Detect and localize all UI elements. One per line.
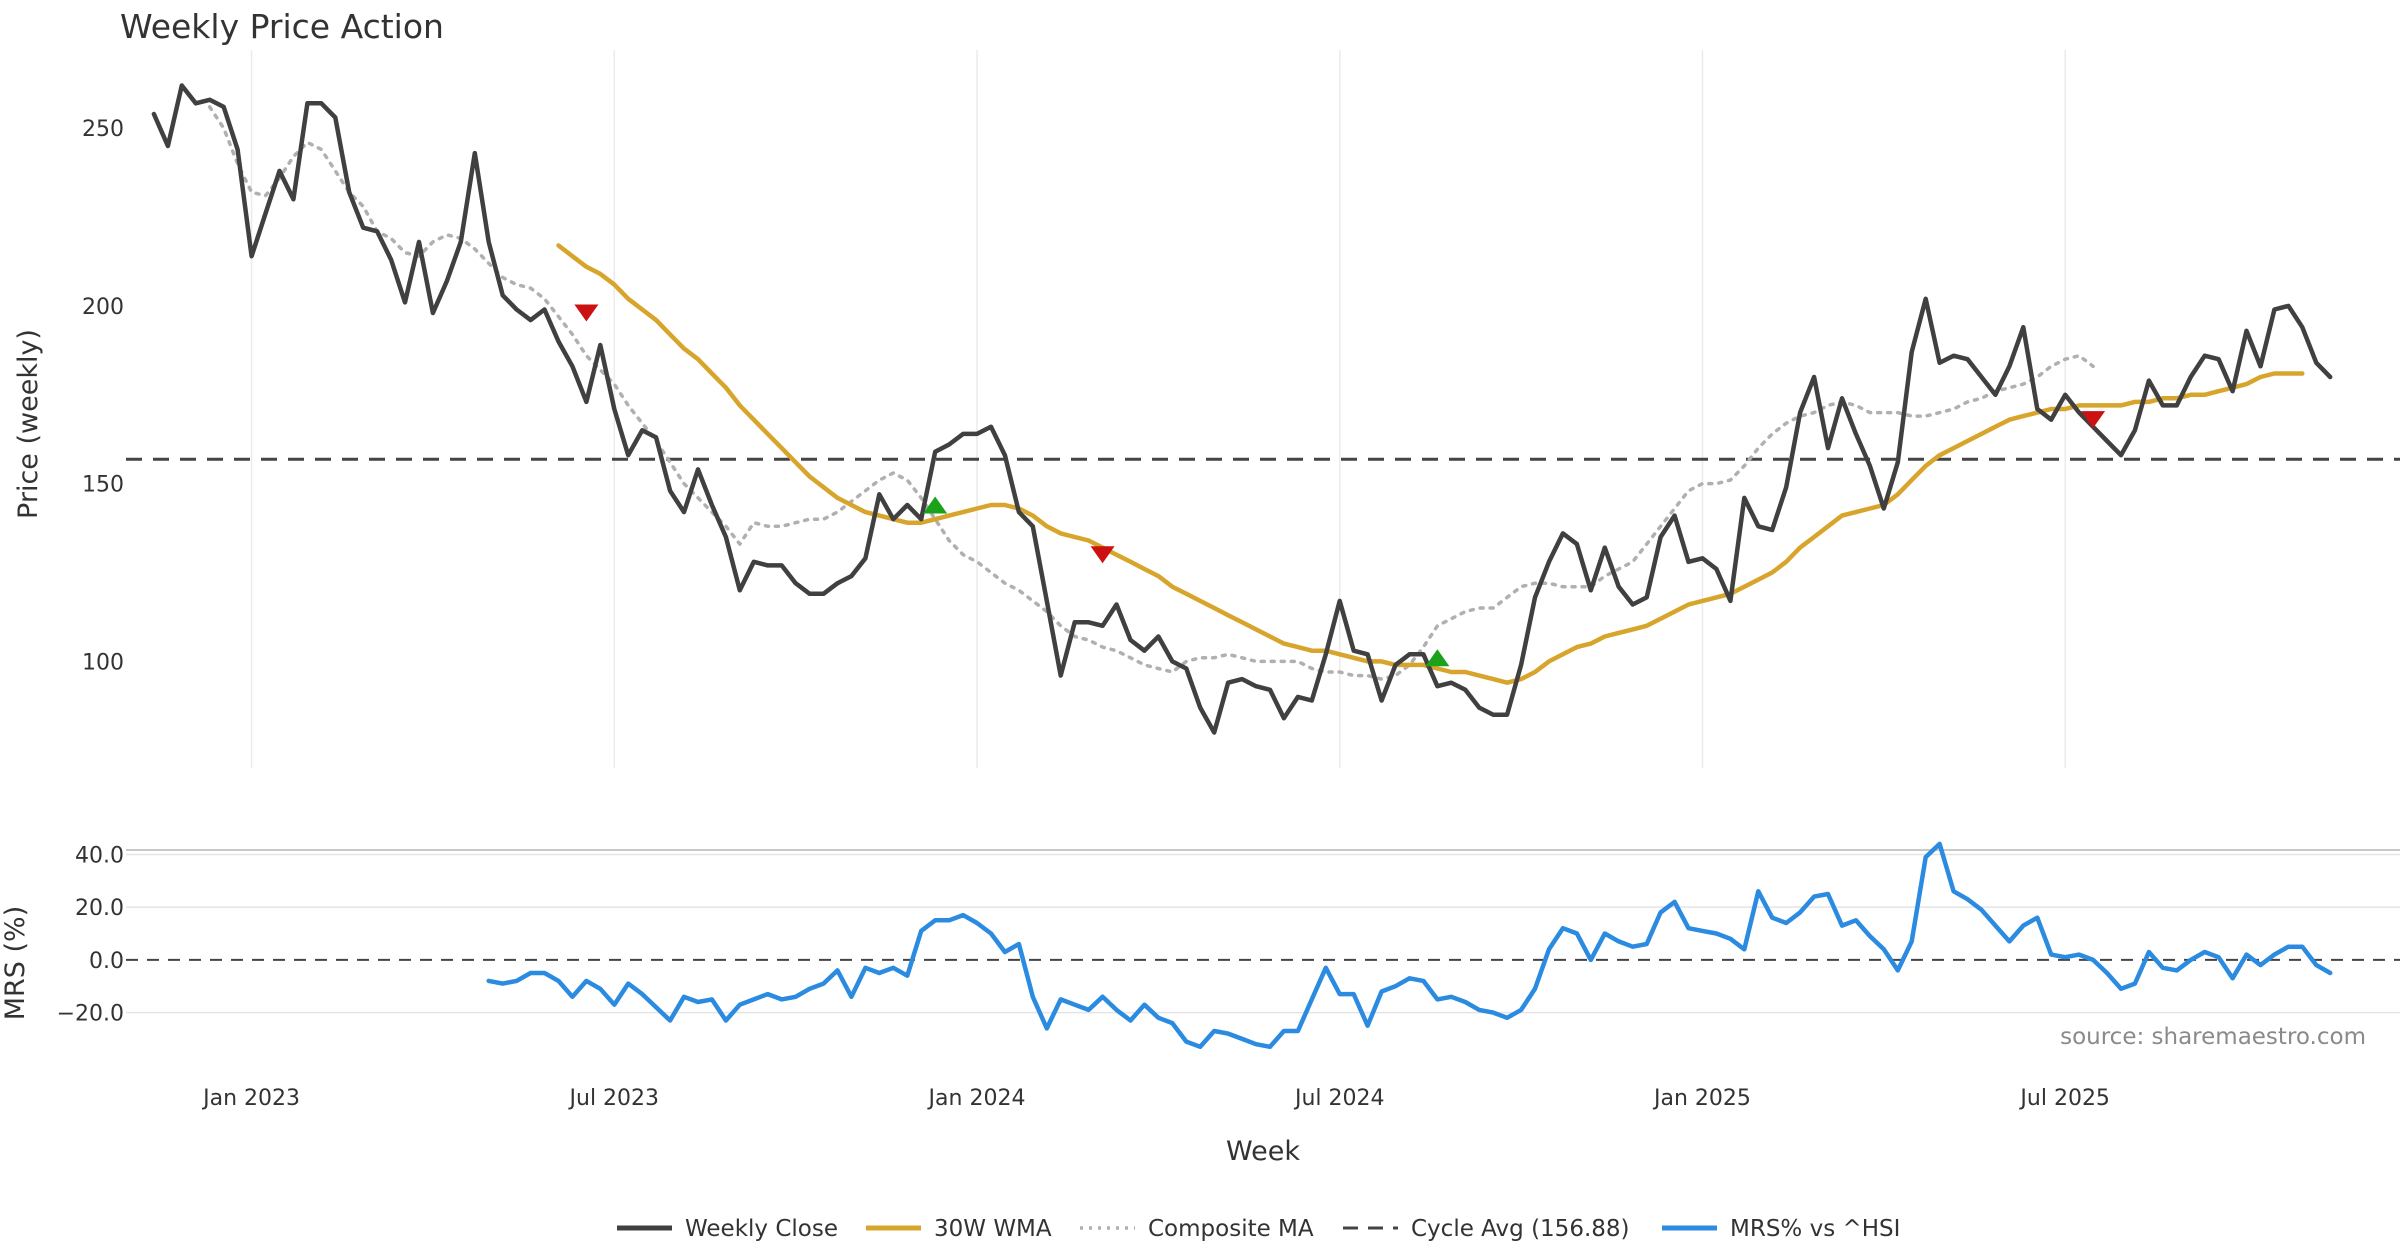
x-tick-label: Jan 2024 [927, 1086, 1026, 1111]
mrs-y-tick-label: 20.0 [75, 896, 124, 921]
sell-signal-marker [574, 304, 599, 322]
x-tick-label: Jul 2024 [1293, 1086, 1385, 1111]
sell-signal-marker [1090, 546, 1115, 564]
x-axis-title: Week [1226, 1136, 1300, 1167]
x-tick-label: Jan 2023 [201, 1086, 300, 1111]
price-y-tick-label: 250 [82, 117, 124, 142]
mrs-panel: −20.0 0.0 20.0 40.0 [57, 841, 2400, 1050]
mrs-y-axis-title: MRS (%) [0, 906, 31, 1021]
price-series-30w-wma [556, 243, 2305, 685]
price-gridlines [250, 50, 2066, 768]
price-y-tick-label: 200 [82, 295, 124, 320]
legend-label-30w-wma: 30W WMA [934, 1216, 1052, 1242]
buy-signal-marker [1425, 649, 1450, 667]
source-note: source: sharemaestro.com [2060, 1024, 2366, 1050]
mrs-y-tick-label: 40.0 [75, 843, 124, 868]
mrs-series-mrs-vs-hsi [486, 841, 2333, 1050]
sell-signal-marker [2081, 411, 2106, 429]
legend-label-composite-ma: Composite MA [1148, 1216, 1314, 1242]
price-series-weekly-close [151, 83, 2333, 735]
price-y-tick-label: 100 [82, 650, 124, 675]
x-axis-ticks: Jan 2023 Jul 2023 Jan 2024 Jul 2024 Jan 2025… [201, 1086, 2110, 1111]
chart-legend: Weekly Close 30W WMA Composite MA Cycle Avg… [617, 1216, 1900, 1242]
mrs-y-tick-label: 0.0 [89, 949, 124, 974]
price-y-axis-title: Price (weekly) [13, 329, 44, 519]
x-tick-label: Jan 2025 [1652, 1086, 1751, 1111]
price-panel: 100 150 200 250 [82, 50, 2400, 768]
buy-signal-marker [923, 496, 948, 514]
price-y-tick-label: 150 [82, 473, 124, 498]
x-tick-label: Jul 2025 [2018, 1086, 2110, 1111]
price-series-composite-ma [207, 105, 2095, 681]
x-tick-label: Jul 2023 [568, 1086, 660, 1111]
legend-label-mrs-vs-hsi: MRS% vs ^HSI [1730, 1216, 1900, 1242]
chart-title: Weekly Price Action [120, 7, 444, 46]
legend-label-weekly-close: Weekly Close [685, 1216, 838, 1242]
mrs-y-tick-label: −20.0 [57, 1002, 124, 1027]
legend-label-cycle-avg-156-88: Cycle Avg (156.88) [1411, 1216, 1630, 1242]
